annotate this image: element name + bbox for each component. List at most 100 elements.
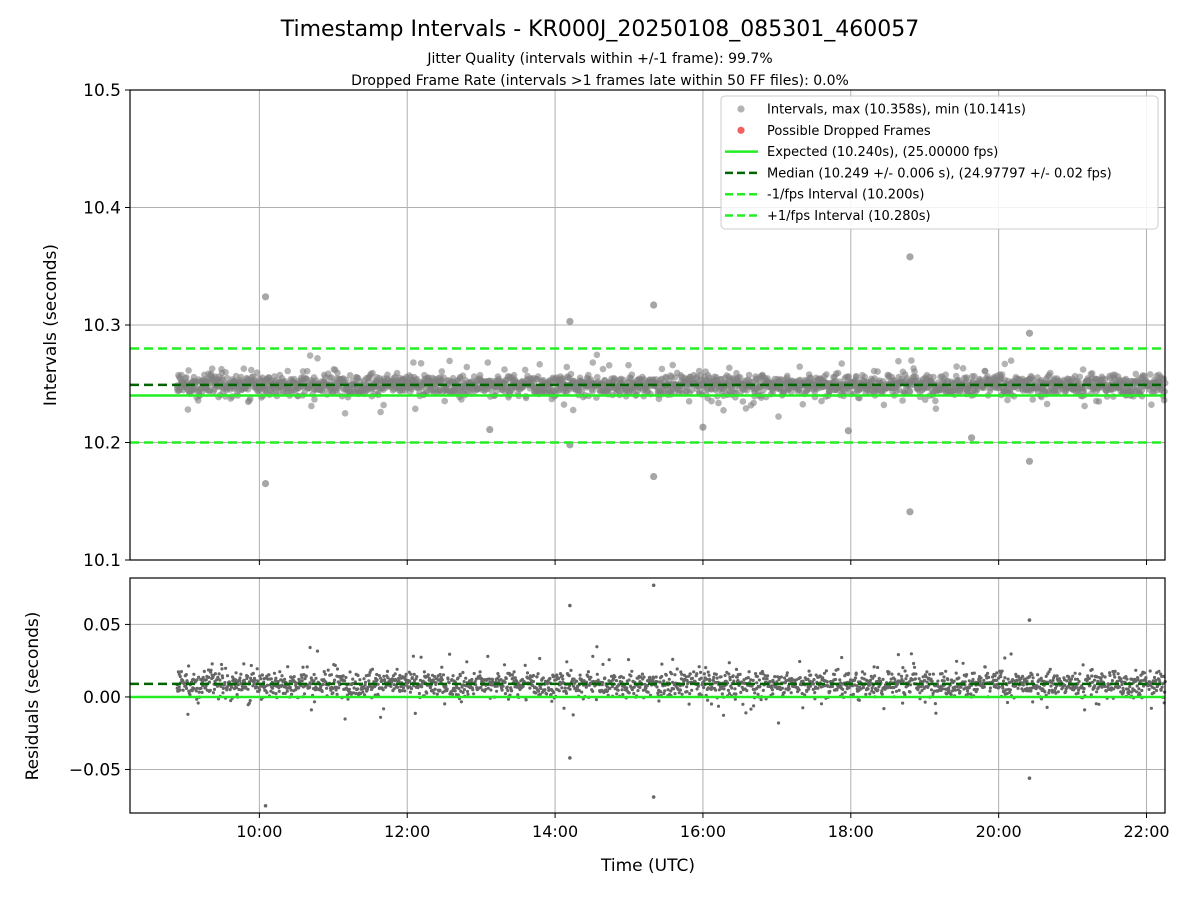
residual-point [912, 665, 917, 669]
x-tick-label: 10:00 [236, 822, 282, 841]
residual-point [1015, 679, 1019, 683]
residual-point [348, 670, 352, 674]
residual-point [280, 683, 284, 687]
residual-point [1112, 687, 1116, 691]
residual-point [642, 675, 646, 679]
residual-point [787, 687, 791, 691]
residual-point [808, 684, 813, 688]
residual-point [441, 673, 446, 677]
residual-point [988, 686, 993, 690]
residual-point [1031, 676, 1035, 680]
residual-point [953, 685, 957, 689]
residual-point [329, 673, 333, 677]
residual-point [393, 672, 397, 676]
residual-point [925, 680, 929, 684]
residual-point [1069, 677, 1074, 681]
residual-point [1083, 708, 1087, 712]
interval-point [446, 357, 453, 365]
residual-point [797, 688, 801, 692]
residual-point [312, 700, 317, 704]
residual-point [565, 660, 569, 664]
residual-point [914, 672, 918, 676]
residual-point [1078, 672, 1082, 676]
residual-point [244, 685, 248, 689]
interval-point [736, 374, 744, 381]
residual-point [975, 687, 979, 691]
residual-point [1144, 676, 1148, 680]
residual-point [563, 686, 567, 690]
residual-point [632, 685, 636, 689]
residual-point [1005, 700, 1010, 705]
residual-point [966, 692, 970, 696]
residual-point [1076, 691, 1080, 695]
residual-point [433, 675, 437, 679]
residual-point [839, 681, 843, 685]
legend-marker [737, 126, 745, 134]
residual-point [344, 675, 348, 680]
interval-point [750, 399, 757, 407]
residual-point [730, 686, 734, 690]
residual-point [660, 674, 664, 679]
residual-point [538, 692, 542, 697]
residual-point [290, 692, 294, 696]
x-tick-label: 14:00 [532, 822, 578, 841]
residual-point [427, 677, 432, 681]
residual-point [337, 686, 341, 690]
residual-point [1048, 667, 1052, 671]
residual-point [1152, 675, 1157, 680]
residual-point [1064, 689, 1068, 694]
residual-point [239, 672, 243, 676]
residual-point [620, 688, 624, 692]
interval-point [1080, 385, 1088, 393]
residual-point [370, 667, 375, 671]
residual-point [341, 674, 345, 678]
residual-point [644, 686, 648, 690]
residual-point [675, 667, 679, 671]
residual-point [690, 688, 694, 692]
residual-point [963, 680, 967, 684]
residual-point [947, 689, 951, 693]
residual-point [362, 677, 366, 681]
interval-point [799, 401, 807, 408]
interval-point [417, 360, 425, 367]
interval-point [669, 361, 676, 369]
residual-point [308, 645, 312, 650]
residual-point [333, 663, 337, 668]
residual-point [461, 690, 465, 695]
legend-label: +1/fps Interval (10.280s) [767, 209, 931, 224]
interval-point [959, 365, 967, 372]
residual-point [448, 652, 452, 656]
residual-point [882, 707, 886, 711]
interval-point [441, 397, 449, 405]
residual-point [809, 673, 813, 677]
residual-point [409, 672, 413, 676]
residual-point [733, 687, 737, 691]
residual-point [301, 665, 305, 669]
residual-point [415, 675, 419, 679]
residual-point [755, 674, 760, 679]
residual-point [202, 669, 206, 674]
residual-point [670, 672, 674, 676]
residual-point [462, 688, 466, 692]
residual-point [456, 693, 460, 697]
residual-point [708, 679, 712, 683]
residual-point [920, 688, 924, 693]
interval-point [589, 359, 597, 366]
residual-point [381, 688, 385, 692]
residual-point [242, 662, 246, 666]
residual-point [412, 672, 416, 677]
residual-point [904, 677, 908, 681]
residual-point [246, 687, 250, 691]
residual-point [999, 671, 1003, 676]
interval-point [745, 371, 753, 379]
residual-point [586, 670, 591, 674]
interval-point [1001, 360, 1009, 368]
interval-point [1088, 370, 1096, 377]
residual-point [1117, 685, 1122, 689]
residual-point [299, 673, 303, 677]
interval-outlier-point [967, 434, 976, 442]
residual-point [660, 662, 664, 666]
residual-point [325, 686, 329, 690]
interval-point [895, 357, 902, 365]
interval-point [852, 372, 860, 380]
